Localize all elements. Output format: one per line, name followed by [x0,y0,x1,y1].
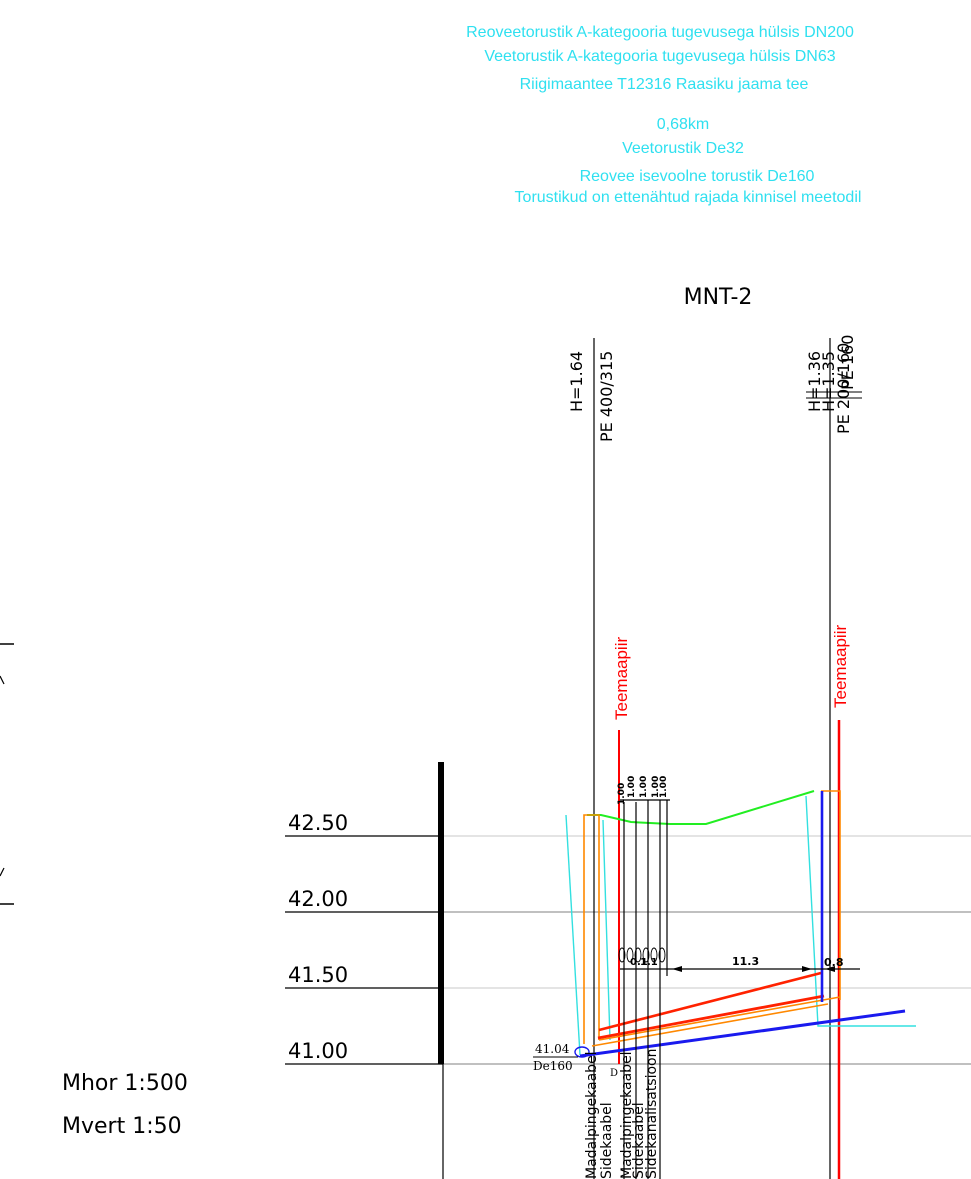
note-method: Torustikud on ettenähtud rajada kinnisel… [515,189,862,206]
note-water-casing: Veetorustik A-kategooria tugevusega hüls… [484,48,835,65]
dim-small-1: 0.1 [630,957,648,968]
cable-labels: Madalpingekaabel Sidekaabel Madalpingeka… [584,1049,660,1179]
dim-small-2: 1.1 [640,957,658,968]
elevation-labels: 42.50 42.00 41.50 41.00 [288,811,348,1063]
cable-label: Sidekaabel [599,1102,615,1179]
cable-label: Madalpingekaabel [584,1051,600,1179]
pipe-marker: 41.04 De160 D [533,1042,618,1079]
pipe-elevation: 41.04 [535,1042,570,1056]
note-water-pipe: Veetorustik De32 [622,140,744,157]
cable-label: Madalpingekaabel [619,1051,635,1179]
cable-circles [618,947,666,963]
right-depth-label-2: H=1.35 [819,351,838,412]
left-column-labels: H=1.64 PE 400/315 Teemaapiir [567,338,631,1179]
note-road-km: 0,68km [657,116,709,133]
section-title: MNT-2 [684,285,753,310]
trench-outlines [565,795,916,1056]
right-column-labels: H=1.36 H=1.35 PE 200/160 PE 160 Teemaapi… [805,335,862,1179]
right-pipe-label-2: PE 160 [838,335,857,390]
dim-main: 11.3 [732,955,759,968]
dimension-label: 1.00 [627,776,637,798]
left-road-edge-label: Teemaapiir [612,637,631,720]
note-sewer-casing: Reoveetorustik A-kategooria tugevusega h… [466,24,854,41]
elevation-label: 42.00 [288,887,348,911]
vertical-scale: Mvert 1:50 [62,1114,182,1139]
right-road-edge-label: Teemaapiir [831,625,850,708]
left-depth-label: H=1.64 [567,351,586,412]
dimension-label: 1.00 [659,776,669,798]
dim-right: 0.8 [824,956,844,969]
edge-mark-bottom-tick [0,867,5,877]
elevation-label: 41.50 [288,963,348,987]
vertical-scale-bar [438,762,444,1064]
elevation-label: 42.50 [288,811,348,835]
pipe-extra-label: D [610,1068,618,1079]
left-pipe-label: PE 400/315 [597,351,616,442]
elevation-grid [285,835,971,1065]
cable-dimension-lines [620,799,670,1179]
pipe-diameter: De160 [533,1059,573,1073]
horizontal-dimension: 0.1 1.1 11.3 0.8 [620,955,860,972]
right-pipe-label-1: PE 200/160 [834,343,853,434]
edge-mark-top-tick [0,675,5,685]
cable-label: Sidekaabel [631,1102,647,1179]
dimension-label: 1.00 [617,783,627,805]
note-road-name: Riigimaantee T12316 Raasiku jaama tee [520,76,809,93]
notes-block: Reoveetorustik A-kategooria tugevusega h… [466,24,861,206]
casing-pipes [583,790,841,1047]
note-sewer-pipe: Reovee isevoolne torustik De160 [580,168,815,185]
dimension-values: 1.00 1.00 1.00 1.00 1.00 [617,776,669,805]
dimension-label: 1.00 [639,776,649,798]
dimension-label: 1.00 [651,776,661,798]
horizontal-scale: Mhor 1:500 [62,1071,188,1096]
elevation-label: 41.00 [288,1039,348,1063]
cable-label: Sidekanalisatsioon [644,1049,660,1179]
water-pipe [579,1009,906,1058]
right-depth-label-1: H=1.36 [805,351,824,412]
